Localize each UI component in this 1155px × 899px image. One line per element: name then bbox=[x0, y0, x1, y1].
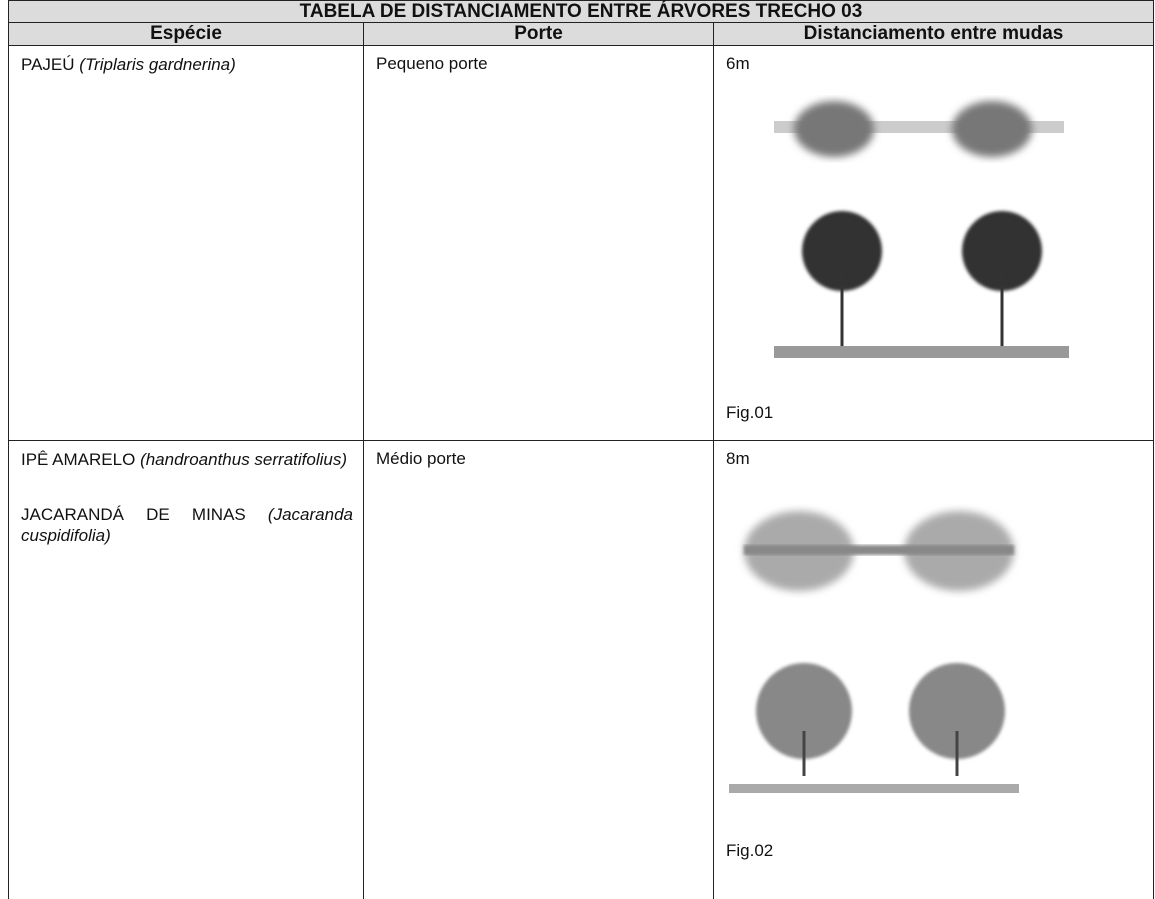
tree-illustration bbox=[729, 511, 1019, 793]
table-title: TABELA DE DISTANCIAMENTO ENTRE ÁRVORES T… bbox=[8, 0, 1154, 23]
spacing: 8m bbox=[726, 449, 750, 468]
spacing-cell: 6m Fig.01 bbox=[713, 45, 1154, 441]
header: Espécie bbox=[8, 22, 364, 46]
species-name: IPÊ AMARELO bbox=[21, 450, 136, 469]
size: Pequeno porte bbox=[376, 54, 488, 73]
species-name: PAJEÚ bbox=[21, 55, 75, 74]
distance-table: TABELA DE DISTANCIAMENTO ENTRE ÁRVORES T… bbox=[8, 0, 1154, 899]
header: Distanciamento entre mudas bbox=[713, 22, 1154, 46]
species-cell: PAJEÚ (Triplaris gardnerina) bbox=[8, 45, 364, 441]
species: PAJEÚ (Triplaris gardnerina) bbox=[21, 54, 353, 75]
species: IPÊ AMARELO (handroanthus serratifolius) bbox=[21, 449, 353, 470]
species-cell: IPÊ AMARELO (handroanthus serratifolius)… bbox=[8, 440, 364, 899]
header: Porte bbox=[363, 22, 714, 46]
spacing: 6m bbox=[726, 54, 750, 73]
scientific-name: (Jacaranda cuspidifolia) bbox=[21, 505, 353, 545]
spacing-cell: 8m Fig.02 bbox=[713, 440, 1154, 899]
species-name: JACARANDÁ DE MINAS bbox=[21, 505, 246, 524]
figure-label: Fig.02 bbox=[726, 841, 774, 860]
size: Médio porte bbox=[376, 449, 466, 468]
size-cell: Médio porte bbox=[363, 440, 714, 899]
size-cell: Pequeno porte bbox=[363, 45, 714, 441]
tree-illustration bbox=[774, 101, 1069, 358]
scientific-name: (handroanthus serratifolius) bbox=[140, 450, 348, 469]
species: JACARANDÁ DE MINAS (Jacaranda cuspidifol… bbox=[21, 504, 353, 546]
scientific-name: (Triplaris gardnerina) bbox=[79, 55, 236, 74]
figure-label: Fig.01 bbox=[726, 403, 774, 422]
